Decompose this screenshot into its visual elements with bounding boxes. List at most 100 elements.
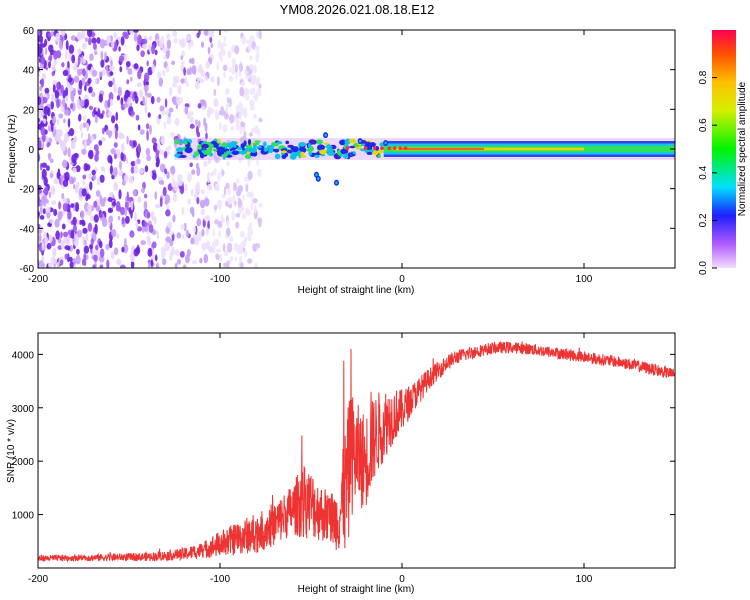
spectrogram-noise-speck <box>76 181 80 189</box>
spectrogram-noise-speck <box>258 219 262 228</box>
spectrogram-noise-speck <box>109 98 114 107</box>
snr-x-tick-label: -100 <box>210 574 230 585</box>
spectrogram-noise-speck <box>72 224 77 233</box>
spectrogram-noise-speck <box>223 30 229 33</box>
spectrogram-noise-speck <box>38 111 42 118</box>
spectrogram-noise-speck <box>144 193 148 199</box>
spectrogram-noise-speck <box>150 259 154 268</box>
spectrogram-noise-speck <box>115 129 118 140</box>
spectrogram-signal-blob <box>221 153 228 158</box>
spectrogram-noise-speck <box>76 248 80 255</box>
spectrogram-noise-speck <box>248 222 253 229</box>
spectrogram-noise-speck <box>239 86 245 97</box>
spectrogram-noise-speck <box>146 235 151 242</box>
spectrogram-noise-speck <box>60 231 63 239</box>
spectrogram-signal-blob <box>323 142 330 145</box>
spectrogram-noise-speck <box>83 252 87 262</box>
spectrogram-noise-speck <box>250 75 254 82</box>
spectrogram-signal-blob <box>377 149 384 154</box>
spectrogram-signal-blob <box>352 151 356 155</box>
colorbar-gradient <box>712 30 736 268</box>
spectrogram-noise-speck <box>256 88 262 97</box>
spectrogram-noise-speck <box>63 235 69 244</box>
spectrogram-noise-speck <box>222 124 228 133</box>
colorbar: 0.0 0.2 0.4 0.6 0.8 Normalized spectral ampl… <box>698 30 748 275</box>
spectrogram-noise-speck <box>75 233 78 244</box>
spectrogram-noise-speck <box>132 93 135 102</box>
spectrogram-noise-speck <box>168 230 174 236</box>
spectrogram-noise-speck <box>231 64 236 70</box>
spectrogram-noise-speck <box>220 105 224 115</box>
spectrogram-noise-speck <box>52 116 57 125</box>
spectrogram-noise-speck <box>81 148 87 155</box>
spectrogram-noise-speck <box>62 197 68 204</box>
spectrogram-noise-speck <box>65 95 69 103</box>
spectrogram-signal-blob <box>291 146 299 153</box>
spectrogram-noise-speck <box>73 61 79 66</box>
spectrogram-noise-speck <box>116 95 120 101</box>
spectrogram-noise-speck <box>87 64 92 71</box>
spectrogram-signal-blob <box>284 152 289 158</box>
spectrogram-noise-speck <box>237 199 243 208</box>
spectrogram-noise-speck <box>99 174 105 183</box>
spectrogram-noise-speck <box>217 39 221 49</box>
spectrogram-noise-speck <box>98 93 104 103</box>
spectrogram-noise-speck <box>123 103 129 109</box>
spectrogram-noise-speck <box>49 172 53 179</box>
spectrogram-noise-speck <box>48 191 52 199</box>
spectrogram-noise-speck <box>89 53 94 62</box>
spectrogram-signal-blob <box>231 150 240 155</box>
spectrogram-noise-speck <box>246 39 251 45</box>
spectrogram-noise-speck <box>187 172 192 183</box>
spectrogram-signal-blob <box>201 143 210 149</box>
spectrogram-noise-speck <box>258 117 263 123</box>
spectrogram-noise-speck <box>104 51 107 61</box>
spectrogram-noise-speck <box>227 50 232 59</box>
spectrogram-noise-speck <box>86 122 90 132</box>
spectrogram-noise-speck <box>102 167 106 173</box>
spectrogram-noise-speck <box>60 30 66 37</box>
spectrogram-signal-blob <box>226 150 230 155</box>
spectrogram-noise-speck <box>73 264 76 268</box>
spectrogram-noise-speck <box>51 200 56 205</box>
spectrogram-noise-speck <box>93 254 98 263</box>
spectrogram-noise-speck <box>214 219 219 225</box>
spectrogram-noise-speck <box>108 215 114 224</box>
spectrogram-noise-speck <box>143 72 150 83</box>
spectrogram-noise-speck <box>110 251 115 259</box>
spectrogram-noise-speck <box>134 160 138 168</box>
spectrogram-noise-speck <box>238 156 242 164</box>
spectrogram-noise-speck <box>121 216 125 225</box>
spectrogram-noise-speck <box>51 71 55 77</box>
spectrogram-signal-blob <box>197 144 203 150</box>
spectrogram-noise-speck <box>58 39 63 49</box>
spectrogram-y-label: Frequency (Hz) <box>7 115 18 184</box>
spectrogram-noise-speck <box>108 65 115 71</box>
spectrogram-noise-speck <box>91 69 98 77</box>
spectrogram-noise-speck <box>72 87 76 94</box>
spectrogram-noise-speck <box>187 198 192 205</box>
spectrogram-noise-speck <box>72 167 77 173</box>
spectrogram-noise-speck <box>125 61 131 68</box>
spectrogram-noise-speck <box>54 134 61 142</box>
spectrogram-noise-speck <box>127 196 134 202</box>
spectrogram-noise-speck <box>253 204 257 214</box>
spectrogram-signal-blob <box>176 147 184 153</box>
spectrogram-noise-speck <box>147 240 152 246</box>
spectrogram-noise-speck <box>217 220 223 228</box>
spectrogram-noise-speck <box>214 156 220 164</box>
spectrogram-y-tick-label: 40 <box>23 66 35 77</box>
spectrogram-noise-speck <box>82 42 87 50</box>
spectrogram-noise-speck <box>177 84 182 95</box>
spectrogram-noise-speck <box>113 153 117 160</box>
spectrogram-band-yellow <box>392 147 584 151</box>
spectrogram-noise-speck <box>213 88 217 97</box>
spectrogram-y-tick-label: -40 <box>20 224 35 235</box>
spectrogram-noise-speck <box>226 160 230 167</box>
spectrogram-noise-speck <box>236 178 240 184</box>
spectrogram-noise-speck <box>172 30 178 37</box>
spectrogram-noise-speck <box>48 234 53 243</box>
spectrogram-noise-speck <box>247 226 251 232</box>
spectrogram-signal-blob <box>193 151 200 157</box>
